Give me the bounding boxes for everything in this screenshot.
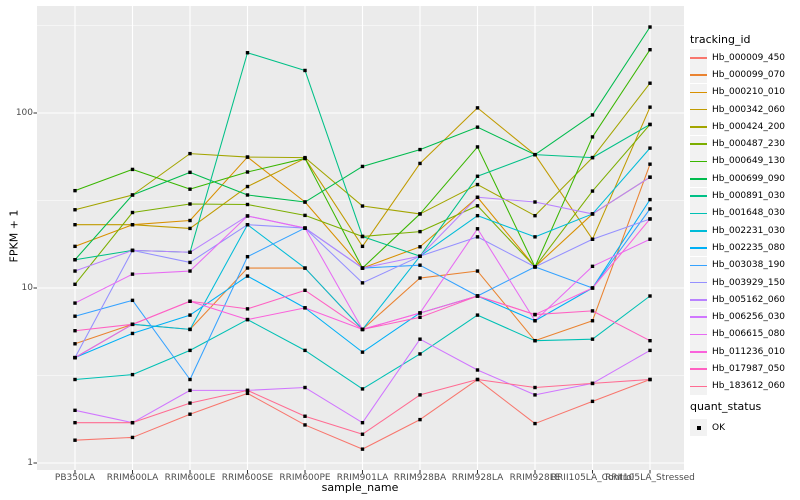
legend-item-label: Hb_002235_080 (712, 242, 786, 253)
legend-item-label: Hb_017987_050 (712, 364, 786, 375)
legend-item-label: Hb_183612_060 (712, 381, 786, 392)
x-tick-label: RRIM928LA (451, 473, 504, 483)
legend-item-label: Hb_000009_450 (712, 52, 786, 63)
legend-key-line-icon (690, 187, 707, 205)
legend-key-line-icon (690, 308, 707, 326)
legend-key-line-icon (690, 343, 707, 361)
legend-key-line-icon (690, 118, 707, 136)
legend-item: Hb_002231_030 (690, 222, 786, 240)
legend-key-line-icon (690, 222, 707, 240)
x-tick-label: RRIM600LE (164, 473, 216, 483)
legend-key-line-icon (690, 204, 707, 222)
legend-item: Hb_006615_080 (690, 325, 786, 343)
legend-item-label: Hb_003038_190 (712, 260, 786, 271)
legend-item: Hb_000099_070 (690, 66, 786, 84)
legend-item: Hb_011236_010 (690, 343, 786, 361)
legend-item: Hb_000342_060 (690, 101, 786, 119)
legend-item: Hb_000649_130 (690, 152, 786, 170)
legend-item: Hb_000699_090 (690, 170, 786, 188)
legend-item: Hb_000487_230 (690, 135, 786, 153)
legend-key-line-icon (690, 274, 707, 292)
legend: tracking_id Hb_000009_450 Hb_000099_070 Hb… (690, 0, 800, 500)
legend-key-line-icon (690, 256, 707, 274)
x-tick-label: RRII105LA_Stressed (605, 473, 695, 483)
x-axis-title: sample_name (321, 481, 399, 494)
legend-item-label: Hb_000424_200 (712, 121, 786, 132)
legend-item: Hb_000210_010 (690, 83, 786, 101)
legend-item-label: Hb_000699_090 (712, 173, 786, 184)
x-tick-label: PB350LA (54, 473, 96, 483)
legend-item: Hb_183612_060 (690, 377, 786, 395)
legend-item: Hb_002235_080 (690, 239, 786, 257)
legend-item-label: Hb_000099_070 (712, 69, 786, 80)
legend-key-line-icon (690, 291, 707, 309)
legend-key-line-icon (690, 325, 707, 343)
legend-key-line-icon (690, 101, 707, 119)
legend-item-label: Hb_000649_130 (712, 156, 786, 167)
x-tick-label: RRIM928BA (393, 473, 447, 483)
legend-item: Hb_003929_150 (690, 274, 786, 292)
legend-item-quant: OK (690, 419, 725, 437)
legend-key-line-icon (690, 170, 707, 188)
legend-key-line-icon (690, 49, 707, 67)
legend-key-line-icon (690, 239, 707, 257)
legend-item-label: Hb_003929_150 (712, 277, 786, 288)
legend-key-line-icon (690, 66, 707, 84)
y-tick-label: 100 (15, 108, 33, 118)
legend-item-label: Hb_001648_030 (712, 208, 786, 219)
legend-item-label: Hb_005162_060 (712, 294, 786, 305)
legend-item-label: Hb_011236_010 (712, 346, 786, 357)
legend-item: Hb_003038_190 (690, 256, 786, 274)
legend-item-label: Hb_006256_030 (712, 312, 786, 323)
x-tick-label: RRIM901LA (336, 473, 389, 483)
legend-title-quant-status: quant_status (690, 400, 762, 413)
legend-item-label: OK (712, 422, 725, 433)
x-tick-label: RRII105LA_Control (550, 473, 635, 483)
legend-key-point-icon (690, 419, 707, 437)
legend-item: Hb_000891_030 (690, 187, 786, 205)
legend-item-label: Hb_000891_030 (712, 191, 786, 202)
legend-item: Hb_000009_450 (690, 49, 786, 67)
x-tick-label: RRIM600LA (106, 473, 159, 483)
legend-item: Hb_005162_060 (690, 291, 786, 309)
y-axis-title: FPKM + 1 (7, 209, 21, 263)
legend-key-line-icon (690, 152, 707, 170)
legend-item: Hb_017987_050 (690, 360, 786, 378)
legend-item-label: Hb_000487_230 (712, 139, 786, 150)
legend-item-label: Hb_006615_080 (712, 329, 786, 340)
legend-item-label: Hb_000342_060 (712, 104, 786, 115)
y-tick-label: 1 (27, 458, 33, 468)
y-tick-label: 10 (21, 283, 33, 293)
legend-title-tracking-id: tracking_id (690, 33, 751, 46)
legend-item-label: Hb_002231_030 (712, 225, 786, 236)
legend-key-line-icon (690, 83, 707, 101)
legend-item: Hb_000424_200 (690, 118, 786, 136)
legend-key-line-icon (690, 360, 707, 378)
x-tick-label: RRIM928LE (509, 473, 561, 483)
legend-item: Hb_001648_030 (690, 204, 786, 222)
legend-item: Hb_006256_030 (690, 308, 786, 326)
x-tick-label: RRIM600PE (279, 473, 331, 483)
legend-item-label: Hb_000210_010 (712, 87, 786, 98)
legend-key-line-icon (690, 377, 707, 395)
legend-key-line-icon (690, 135, 707, 153)
x-tick-label: RRIM600SE (221, 473, 274, 483)
